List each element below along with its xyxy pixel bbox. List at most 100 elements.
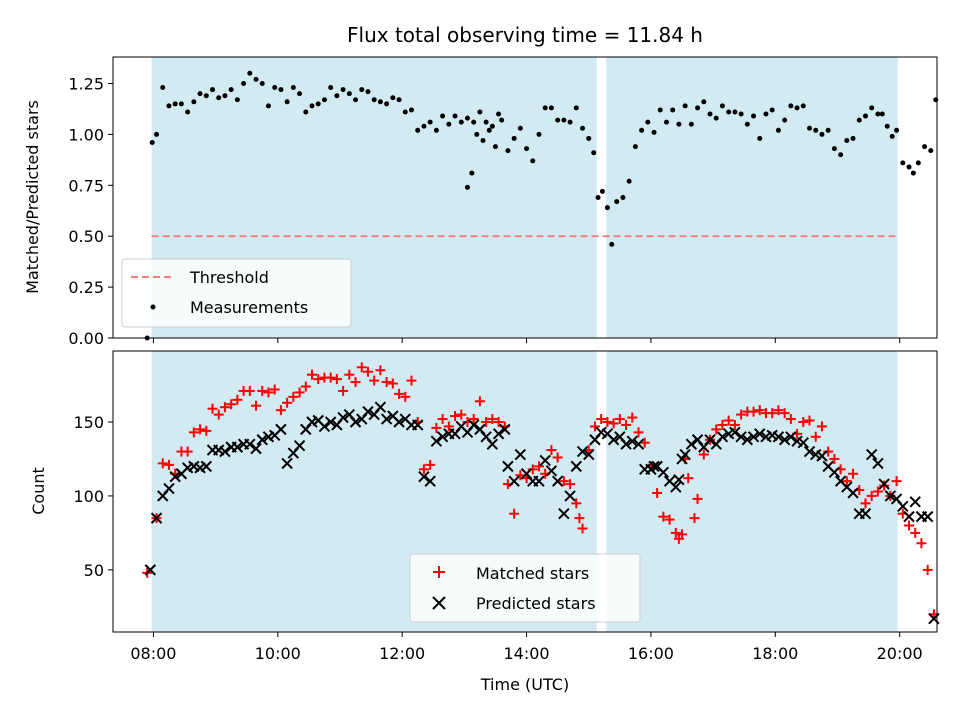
predicted-star-point bbox=[741, 434, 754, 446]
measurement-point bbox=[751, 113, 757, 119]
predicted-star-point bbox=[508, 475, 520, 487]
measurement-point bbox=[469, 170, 475, 176]
predicted-star-point bbox=[144, 564, 157, 576]
matched-star-point bbox=[487, 414, 498, 425]
measurement-point bbox=[800, 103, 806, 109]
measurement-point bbox=[297, 91, 303, 97]
predicted-star-point bbox=[374, 401, 387, 413]
measurement-point bbox=[561, 117, 567, 123]
measurement-point bbox=[427, 119, 433, 125]
predicted-star-point bbox=[865, 448, 878, 461]
star-count-points bbox=[142, 362, 940, 625]
measurement-point bbox=[505, 148, 511, 154]
measurement-point bbox=[609, 241, 615, 247]
predicted-star-point bbox=[564, 490, 576, 502]
predicted-star-point bbox=[797, 436, 810, 449]
predicted-star-point bbox=[362, 405, 374, 418]
predicted-star-point bbox=[499, 423, 511, 436]
predicted-star-point bbox=[816, 450, 828, 462]
predicted-star-point bbox=[626, 435, 638, 447]
measurement-point bbox=[639, 127, 645, 133]
measurement-point bbox=[726, 109, 732, 115]
matched-star-point bbox=[195, 424, 206, 435]
chart-title: Flux total observing time = 11.84 h bbox=[347, 23, 703, 47]
predicted-star-point bbox=[244, 438, 256, 450]
measurement-point bbox=[464, 184, 470, 190]
predicted-star-point bbox=[897, 500, 909, 512]
predicted-star-point bbox=[418, 471, 430, 483]
measurement-point bbox=[265, 103, 271, 109]
legend-predicted-swatch bbox=[432, 596, 446, 610]
matched-star-point bbox=[816, 421, 827, 432]
predicted-star-point bbox=[380, 413, 393, 425]
matched-star-point bbox=[748, 406, 759, 417]
measurement-point bbox=[421, 123, 427, 129]
predicted-star-point bbox=[872, 457, 884, 470]
predicted-star-point bbox=[847, 487, 859, 499]
measurement-point bbox=[894, 127, 900, 133]
measurement-point bbox=[149, 140, 155, 146]
measurement-point bbox=[166, 103, 172, 109]
measurement-point bbox=[775, 127, 781, 133]
matched-star-point bbox=[207, 403, 218, 414]
matched-star-point bbox=[658, 511, 669, 522]
matched-star-point bbox=[232, 394, 243, 405]
matched-star-point bbox=[652, 487, 663, 498]
measurement-point bbox=[928, 148, 934, 154]
predicted-star-point bbox=[514, 448, 527, 461]
x-tick-label: 10:00 bbox=[255, 644, 301, 663]
y-tick-label: 1.25 bbox=[68, 74, 104, 93]
measurement-point bbox=[632, 144, 638, 150]
matched-star-point bbox=[307, 369, 318, 380]
matched-star-point bbox=[338, 385, 349, 396]
predicted-star-point bbox=[533, 475, 545, 487]
matched-star-point bbox=[251, 400, 262, 411]
measurement-point bbox=[782, 117, 788, 123]
legend-matched-label: Matched stars bbox=[476, 564, 589, 583]
predicted-star-point bbox=[909, 496, 921, 508]
measurement-point bbox=[626, 178, 632, 184]
measurement-point bbox=[701, 99, 707, 105]
top-legend-box bbox=[121, 258, 352, 328]
measurement-point bbox=[415, 127, 421, 133]
measurement-point bbox=[889, 133, 895, 139]
matched-star-point bbox=[527, 464, 538, 475]
measurement-point bbox=[933, 97, 939, 103]
matched-star-point bbox=[282, 397, 293, 408]
measurement-point bbox=[160, 85, 166, 91]
y-tick-label: 1.00 bbox=[68, 125, 104, 144]
matched-star-point bbox=[381, 377, 392, 388]
matched-star-point bbox=[275, 405, 286, 416]
x-tick-label: 14:00 bbox=[504, 644, 550, 663]
matched-star-point bbox=[804, 415, 815, 426]
measurement-point bbox=[744, 121, 750, 127]
matched-star-point bbox=[664, 514, 675, 525]
top-panel: 0.00 0.25 0.50 0.75 1.00 1.25 Matched/Predict… bbox=[23, 56, 939, 348]
measurement-point bbox=[452, 113, 458, 119]
matched-star-point bbox=[670, 527, 681, 538]
measurement-point bbox=[548, 105, 554, 111]
predicted-star-point bbox=[200, 460, 212, 473]
matched-star-point bbox=[294, 387, 305, 398]
predicted-star-point bbox=[545, 465, 558, 477]
predicted-star-point bbox=[169, 471, 181, 483]
matched-star-point bbox=[565, 479, 576, 490]
measurement-point bbox=[676, 121, 682, 127]
x-tick-label: 20:00 bbox=[877, 644, 923, 663]
measurement-point bbox=[359, 87, 365, 93]
measurement-point bbox=[595, 195, 601, 200]
matched-star-point bbox=[723, 415, 734, 426]
measurement-point bbox=[309, 103, 315, 109]
measurement-point bbox=[713, 115, 719, 121]
matched-star-point bbox=[257, 385, 268, 396]
measurement-point bbox=[573, 105, 579, 111]
x-tick-label: 18:00 bbox=[752, 644, 798, 663]
matched-star-point bbox=[872, 486, 883, 497]
measurement-point bbox=[695, 105, 701, 111]
measurement-point bbox=[794, 105, 800, 111]
measurement-point bbox=[788, 103, 794, 109]
matched-star-point bbox=[188, 427, 199, 438]
predicted-star-point bbox=[878, 478, 890, 490]
bottom-panel: 50 100 150 08:00 10:00 12:00 14:00 16:00 18:00 2… bbox=[29, 350, 940, 694]
